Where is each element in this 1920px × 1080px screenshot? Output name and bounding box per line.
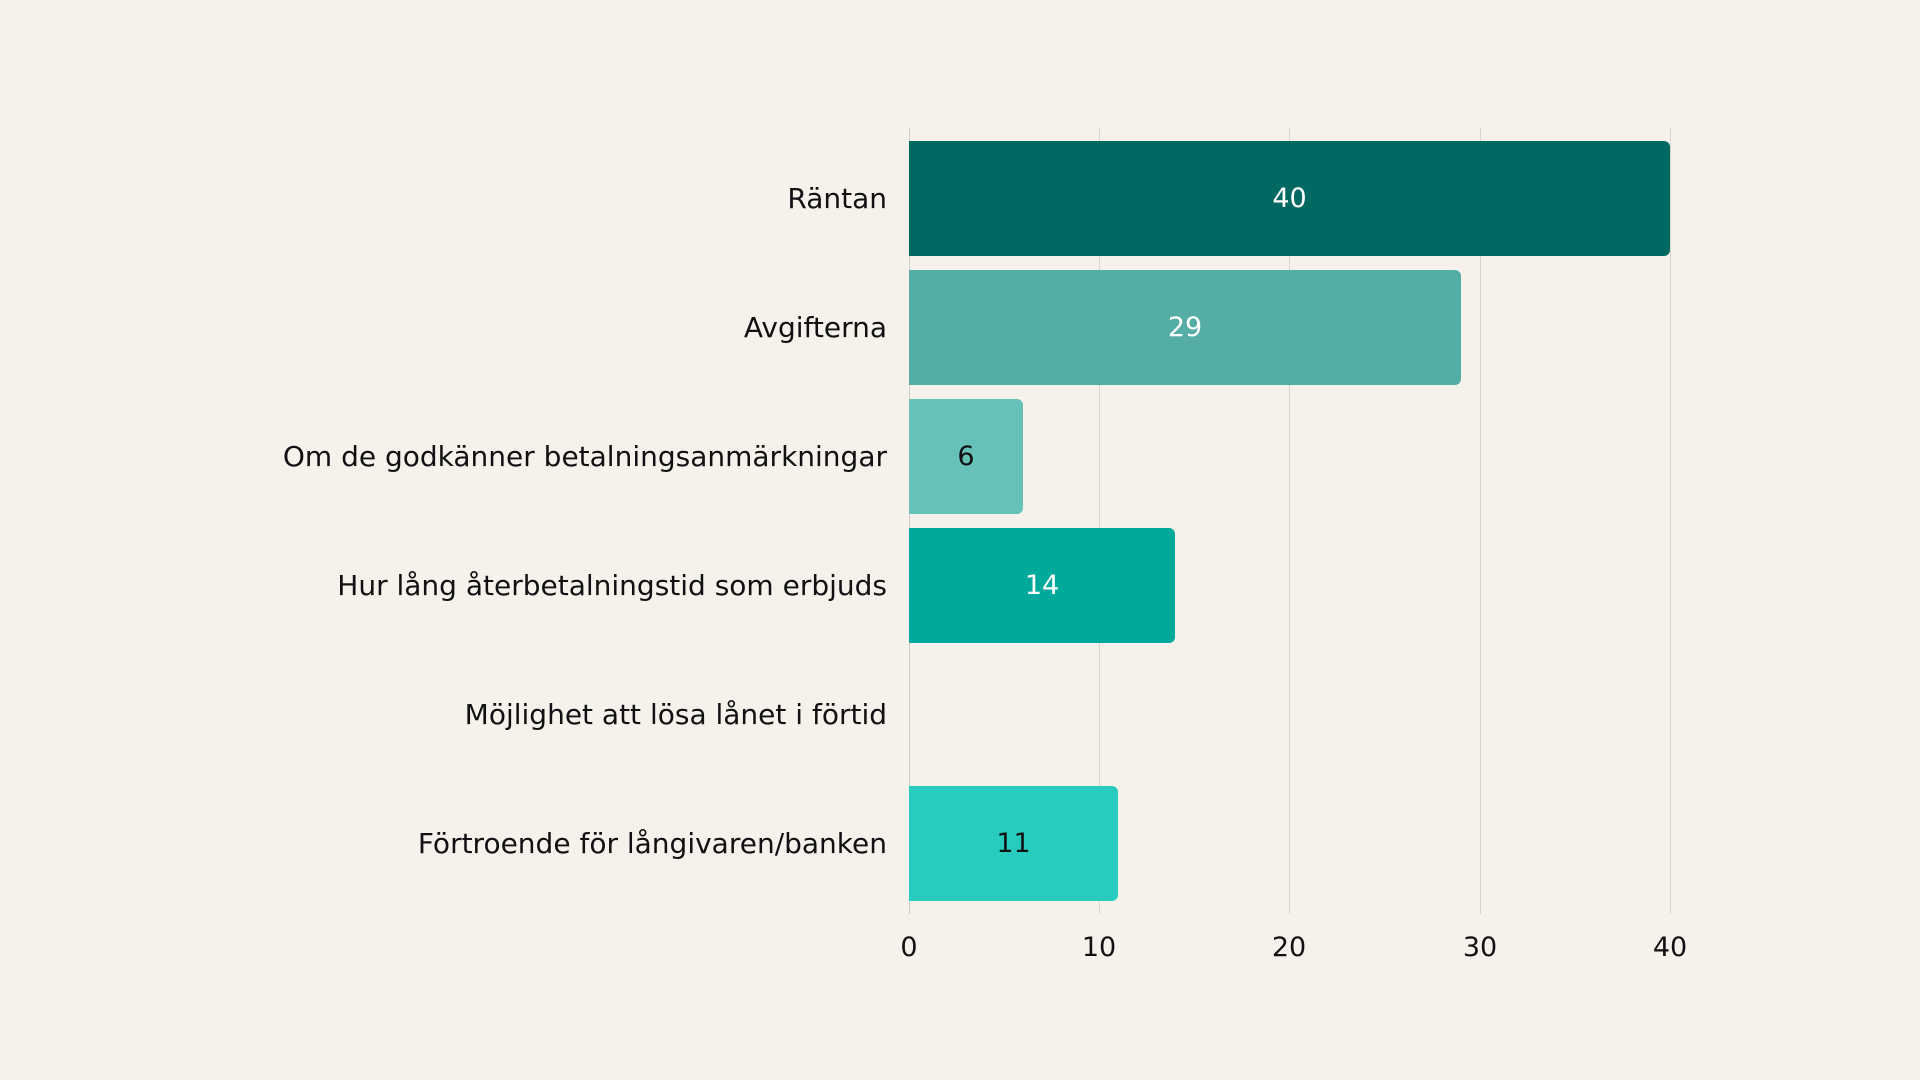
gridline-30 — [1480, 128, 1481, 914]
bar[interactable]: 14 — [909, 528, 1175, 643]
bar[interactable]: 40 — [909, 141, 1670, 256]
bar[interactable]: 29 — [909, 270, 1461, 385]
gridline-20 — [1289, 128, 1290, 914]
plot-area — [909, 128, 1671, 914]
x-tick-label: 10 — [1081, 932, 1117, 963]
bar[interactable]: 11 — [909, 786, 1118, 901]
x-tick-label: 0 — [900, 932, 918, 963]
bar-value-label: 6 — [957, 441, 975, 472]
bar-value-label: 11 — [996, 828, 1031, 859]
category-label: Förtroende för långivaren/banken — [417, 827, 887, 860]
gridline-10 — [1099, 128, 1100, 914]
bar[interactable]: 6 — [909, 399, 1023, 514]
x-tick-label: 20 — [1271, 932, 1307, 963]
gridline-0 — [909, 128, 910, 914]
category-label: Avgifterna — [743, 311, 887, 344]
bar-value-label: 14 — [1024, 570, 1060, 601]
x-tick-label: 30 — [1462, 932, 1498, 963]
gridline-40 — [1670, 128, 1671, 914]
category-label: Hur lång återbetalningstid som erbjuds — [337, 569, 887, 602]
category-label: Räntan — [787, 182, 887, 215]
category-label: Om de godkänner betalningsanmärkningar — [282, 440, 887, 473]
bar-value-label: 29 — [1167, 312, 1203, 343]
bar-value-label: 40 — [1272, 183, 1307, 214]
category-label: Möjlighet att lösa lånet i förtid — [464, 698, 887, 731]
x-tick-label: 40 — [1652, 932, 1688, 963]
